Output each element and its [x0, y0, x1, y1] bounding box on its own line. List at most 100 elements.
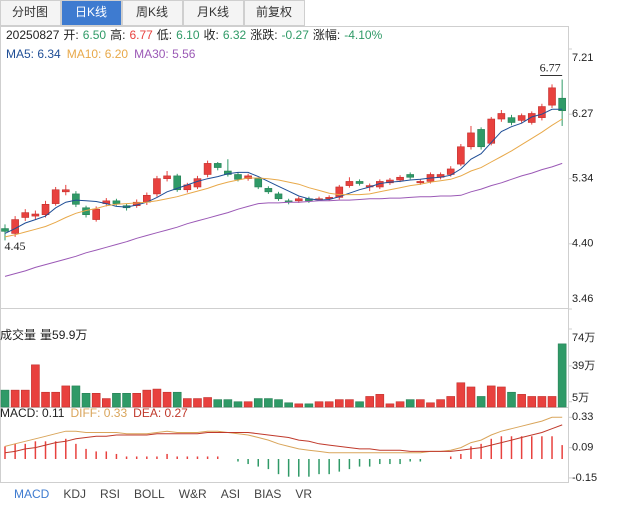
candle-body	[548, 87, 556, 106]
volume-bar	[365, 396, 374, 408]
indicator-tab[interactable]: RSI	[100, 487, 120, 501]
volume-bar	[436, 399, 445, 408]
tab-label[interactable]: 周K线	[136, 5, 168, 19]
tab-label[interactable]: 月K线	[197, 5, 229, 19]
chart-frame	[0, 26, 569, 483]
legend-entry: MACD: 0.11	[0, 406, 65, 420]
volume-bar	[213, 399, 223, 408]
volume-bar	[375, 394, 385, 408]
y-tick-label: 5万	[572, 392, 589, 404]
candle-body	[92, 208, 100, 220]
volume-bar	[112, 392, 121, 408]
info-label: 收:	[204, 28, 219, 42]
candle-body	[224, 170, 232, 175]
tab-label[interactable]: 前复权	[256, 4, 292, 19]
volume-bar	[517, 394, 526, 408]
volume-bar	[466, 386, 476, 408]
indicator-tab[interactable]: ASI	[221, 487, 240, 501]
candle-body	[355, 181, 364, 184]
candle-body	[51, 189, 60, 204]
y-tick-label: 39万	[572, 360, 595, 372]
candle-body	[467, 132, 475, 148]
legend-entry: DEA: 0.27	[133, 406, 188, 420]
candle-body	[203, 163, 212, 175]
candle-body	[21, 212, 30, 218]
volume-bar	[405, 399, 415, 408]
volume-bar	[31, 364, 40, 408]
indicator-tab[interactable]: BIAS	[254, 487, 281, 501]
candle-body	[497, 113, 506, 120]
volume-bar	[345, 399, 354, 408]
info-label: 高:	[110, 27, 125, 42]
volume-bar	[20, 389, 30, 408]
volume-bar	[385, 403, 395, 408]
tab[interactable]	[244, 0, 305, 26]
candle-body	[538, 106, 546, 118]
candle-body	[507, 117, 516, 123]
candle-body	[41, 204, 50, 216]
volume-bar	[557, 343, 567, 408]
candle-body	[213, 163, 222, 168]
candle-body	[335, 186, 344, 198]
volume-bar	[91, 392, 101, 408]
candle-body	[11, 219, 19, 234]
y-tick-label: 4.40	[572, 238, 593, 250]
volume-title: 成交量 量59.9万	[0, 327, 87, 342]
y-tick-label: 6.27	[572, 108, 593, 120]
volume-bar	[203, 397, 212, 408]
tab[interactable]	[122, 0, 183, 26]
info-value: 6.32	[223, 28, 247, 42]
info-value: 6.50	[83, 28, 107, 42]
candle-body	[254, 178, 263, 188]
volume-bar	[243, 401, 253, 408]
info-value: -4.10%	[344, 28, 382, 42]
candle-body	[193, 178, 202, 188]
volume-bar	[183, 398, 192, 408]
legend-entry: MA30: 5.56	[134, 47, 196, 61]
candle-body	[406, 174, 415, 178]
macd-line	[4, 424, 563, 454]
ma-line	[4, 162, 563, 277]
tab[interactable]	[61, 0, 122, 26]
volume-bar	[81, 392, 91, 408]
candle-body	[31, 213, 40, 217]
candle-body	[264, 188, 273, 193]
tab[interactable]	[0, 0, 61, 26]
indicator-tab[interactable]: KDJ	[63, 487, 86, 501]
info-label: 涨跌:	[250, 27, 277, 42]
indicator-tab[interactable]: VR	[295, 487, 312, 501]
volume-bar	[446, 396, 456, 408]
volume-bar	[233, 401, 243, 408]
y-tick-label: 74万	[572, 332, 595, 344]
ma-line	[4, 118, 563, 238]
info-value: -0.27	[282, 28, 310, 42]
indicator-tab[interactable]: MACD	[14, 487, 50, 501]
candle-body	[61, 189, 70, 193]
candle-body	[477, 129, 485, 148]
candle-body	[527, 113, 536, 123]
volume-bar	[152, 388, 162, 408]
volume-bar	[314, 401, 324, 408]
y-tick-label: 0.33	[572, 411, 593, 423]
volume-bar	[355, 401, 364, 408]
volume-bar	[537, 396, 547, 408]
volume-bar	[456, 382, 466, 408]
info-value: 6.10	[176, 28, 200, 42]
annotation: 4.45	[5, 239, 26, 253]
volume-bar	[10, 389, 20, 408]
volume-bar	[324, 401, 334, 408]
tab-label[interactable]: 日K线	[75, 5, 107, 19]
tab[interactable]	[183, 0, 244, 26]
candle-body	[153, 178, 161, 195]
volume-bar	[71, 385, 81, 408]
indicator-tab[interactable]: BOLL	[134, 487, 165, 501]
volume-bar	[274, 399, 283, 408]
ma-line	[4, 108, 563, 234]
tab-label[interactable]: 分时图	[12, 5, 48, 19]
volume-current: 量59.9万	[40, 328, 87, 342]
indicator-tab[interactable]: W&R	[179, 487, 207, 501]
legend-entry: MA5: 6.34	[6, 47, 61, 61]
candle-body	[446, 168, 455, 175]
volume-bar	[264, 398, 273, 408]
